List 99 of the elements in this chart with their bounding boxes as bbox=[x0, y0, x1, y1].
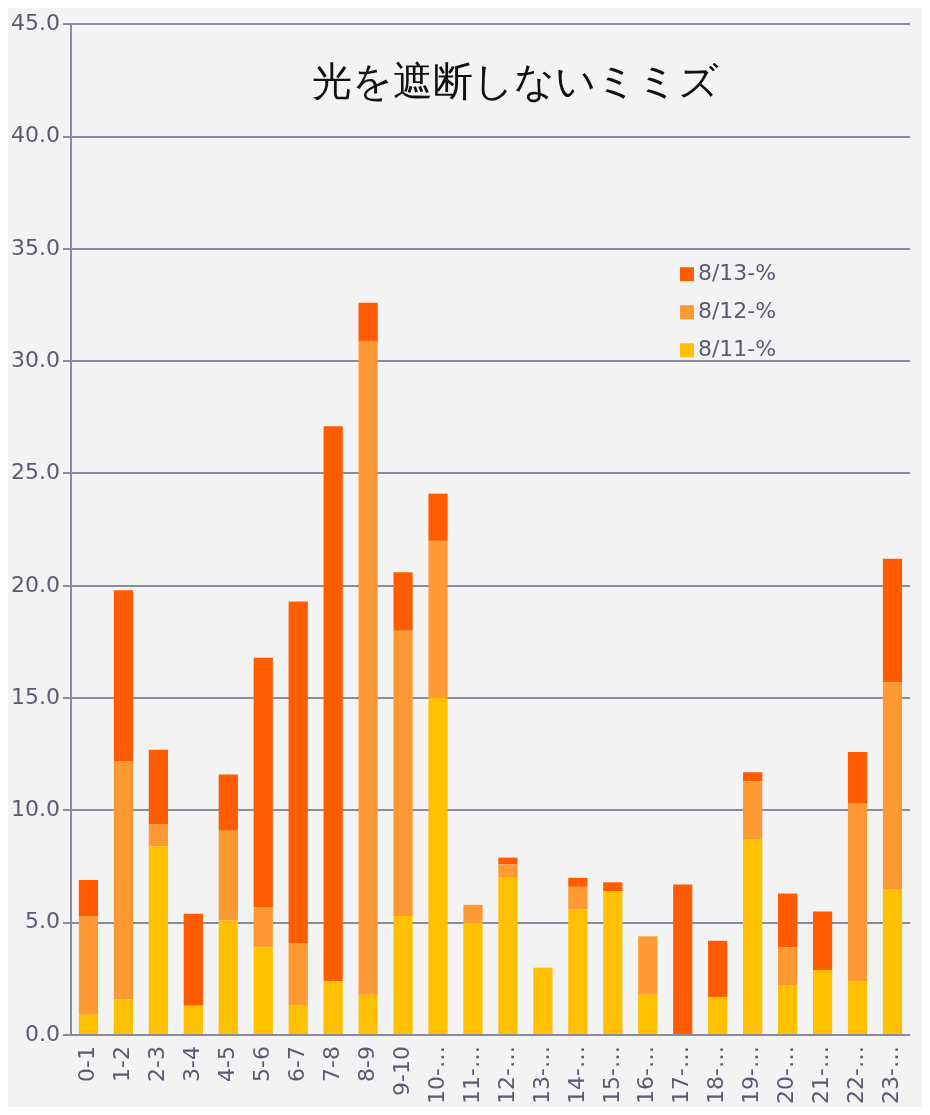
bar bbox=[812, 911, 833, 970]
bar bbox=[568, 877, 588, 887]
x-tick-label: 21-… bbox=[808, 1046, 834, 1104]
bar bbox=[148, 749, 168, 824]
x-tick-label: 23-… bbox=[878, 1046, 904, 1104]
x-tick-label: 7-8 bbox=[318, 1046, 344, 1082]
x-tick-label: 18-… bbox=[703, 1046, 729, 1104]
bar bbox=[708, 996, 728, 1035]
x-tick-label: 2-3 bbox=[144, 1046, 170, 1082]
bar bbox=[358, 994, 378, 1035]
bar bbox=[393, 630, 413, 917]
bar bbox=[568, 886, 588, 910]
bar bbox=[463, 922, 483, 1035]
bar bbox=[847, 803, 868, 982]
bar bbox=[708, 940, 728, 997]
bar bbox=[743, 781, 763, 840]
bar bbox=[743, 772, 763, 782]
x-tick-label: 9-10 bbox=[388, 1046, 414, 1096]
y-tick-label: 15.0 bbox=[11, 683, 60, 709]
y-tick-label: 0.0 bbox=[24, 1020, 60, 1046]
x-tick-label: 12-… bbox=[493, 1046, 519, 1104]
bar bbox=[812, 969, 833, 1035]
bar bbox=[218, 774, 238, 831]
bar bbox=[673, 884, 693, 1035]
bar bbox=[78, 880, 99, 917]
x-tick-label: 1-2 bbox=[109, 1046, 135, 1082]
y-tick-label: 40.0 bbox=[11, 122, 60, 148]
bar bbox=[428, 540, 448, 699]
bar bbox=[498, 857, 518, 865]
bar bbox=[498, 877, 518, 1035]
bar bbox=[603, 882, 623, 892]
bar bbox=[148, 823, 168, 847]
x-tick-label: 0-1 bbox=[74, 1046, 100, 1082]
bar bbox=[568, 909, 588, 1035]
bar bbox=[428, 698, 448, 1035]
legend-label: 8/11-% bbox=[697, 335, 777, 361]
x-tick-label: 4-5 bbox=[214, 1046, 240, 1082]
y-tick-label: 30.0 bbox=[11, 346, 60, 372]
bar bbox=[218, 920, 238, 1035]
bar bbox=[288, 601, 308, 943]
bar bbox=[113, 761, 134, 1000]
bar bbox=[463, 904, 483, 923]
bar bbox=[218, 830, 238, 921]
bar bbox=[777, 985, 798, 1035]
bar bbox=[882, 889, 903, 1035]
bar bbox=[847, 981, 868, 1035]
bar bbox=[323, 426, 343, 982]
bar bbox=[882, 558, 903, 683]
bar bbox=[498, 864, 518, 878]
x-tick-label: 3-4 bbox=[179, 1046, 205, 1082]
y-tick-label: 25.0 bbox=[11, 459, 60, 485]
bar bbox=[78, 916, 99, 1015]
bar bbox=[323, 981, 343, 1035]
bar bbox=[847, 752, 868, 804]
bar bbox=[113, 590, 134, 762]
bar bbox=[393, 916, 413, 1035]
y-tick-label: 45.0 bbox=[11, 9, 60, 35]
x-tick-label: 15-… bbox=[598, 1046, 624, 1104]
bar bbox=[183, 913, 203, 1006]
bar bbox=[882, 682, 903, 890]
bar bbox=[78, 1014, 99, 1035]
bar bbox=[533, 967, 553, 1035]
x-tick-label: 14-… bbox=[563, 1046, 589, 1104]
legend-label: 8/13-% bbox=[697, 259, 777, 285]
bar bbox=[358, 302, 378, 341]
bar bbox=[253, 657, 273, 908]
bar bbox=[288, 942, 308, 1006]
x-tick-label: 16-… bbox=[633, 1046, 659, 1104]
y-tick-label: 35.0 bbox=[11, 234, 60, 260]
bar bbox=[113, 999, 134, 1035]
bar bbox=[428, 493, 448, 541]
bar bbox=[393, 572, 413, 631]
x-tick-label: 22-… bbox=[843, 1046, 869, 1104]
legend-label: 8/12-% bbox=[697, 297, 777, 323]
x-tick-label: 6-7 bbox=[283, 1046, 309, 1082]
bar bbox=[603, 891, 623, 1035]
x-tick-label: 10-… bbox=[423, 1046, 449, 1104]
bar bbox=[253, 947, 273, 1035]
y-tick-label: 20.0 bbox=[11, 571, 60, 597]
x-tick-label: 17-… bbox=[668, 1046, 694, 1104]
bar bbox=[358, 340, 378, 995]
bar bbox=[777, 893, 798, 948]
bar bbox=[638, 994, 658, 1035]
bar bbox=[253, 907, 273, 948]
bar bbox=[148, 846, 168, 1035]
bar bbox=[638, 936, 658, 995]
x-tick-label: 5-6 bbox=[248, 1046, 274, 1082]
bar bbox=[183, 1005, 203, 1035]
x-tick-label: 8-9 bbox=[353, 1046, 379, 1082]
y-tick-label: 10.0 bbox=[11, 796, 60, 822]
x-tick-label: 20-… bbox=[773, 1046, 799, 1104]
y-tick-label: 5.0 bbox=[24, 908, 60, 934]
bar bbox=[288, 1005, 308, 1035]
x-tick-label: 13-… bbox=[528, 1046, 554, 1104]
text: 光を遮断しないミミズ bbox=[312, 57, 720, 104]
x-tick-label: 11-… bbox=[458, 1046, 484, 1104]
bar bbox=[777, 947, 798, 986]
x-tick-label: 19-… bbox=[738, 1046, 764, 1104]
bar bbox=[743, 839, 763, 1035]
